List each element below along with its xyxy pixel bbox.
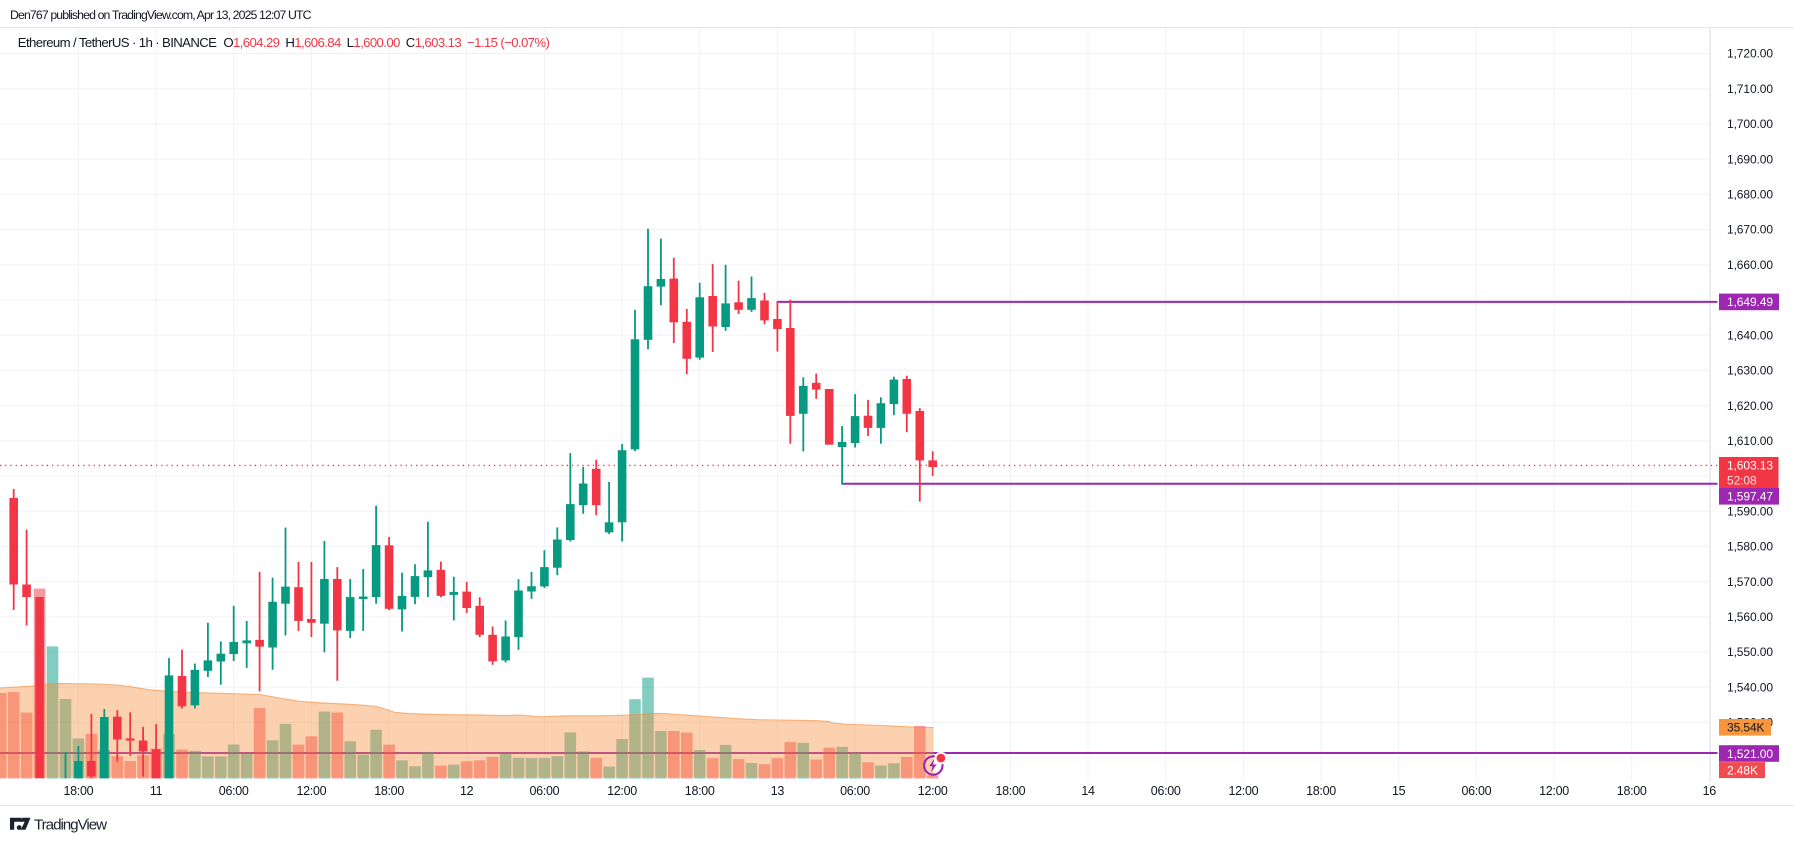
svg-text:1,630.00: 1,630.00 xyxy=(1727,364,1773,378)
svg-text:1,580.00: 1,580.00 xyxy=(1727,540,1773,554)
svg-text:1,680.00: 1,680.00 xyxy=(1727,188,1773,202)
svg-text:06:00: 06:00 xyxy=(219,784,249,798)
svg-text:1,700.00: 1,700.00 xyxy=(1727,117,1773,131)
svg-text:52:08: 52:08 xyxy=(1727,474,1757,488)
svg-text:12:00: 12:00 xyxy=(1539,784,1569,798)
svg-text:2.48K: 2.48K xyxy=(1727,763,1758,777)
svg-text:1,550.00: 1,550.00 xyxy=(1727,645,1773,659)
svg-text:06:00: 06:00 xyxy=(1151,784,1181,798)
svg-text:18:00: 18:00 xyxy=(374,784,404,798)
svg-text:35.54K: 35.54K xyxy=(1727,721,1765,735)
svg-text:12:00: 12:00 xyxy=(918,784,948,798)
svg-text:18:00: 18:00 xyxy=(685,784,715,798)
svg-text:1,603.13: 1,603.13 xyxy=(1727,459,1773,473)
svg-text:1,720.00: 1,720.00 xyxy=(1727,47,1773,61)
svg-text:16: 16 xyxy=(1703,784,1717,798)
svg-text:1,710.00: 1,710.00 xyxy=(1727,82,1773,96)
svg-text:12:00: 12:00 xyxy=(607,784,637,798)
svg-text:06:00: 06:00 xyxy=(1462,784,1492,798)
svg-text:1,690.00: 1,690.00 xyxy=(1727,152,1773,166)
svg-text:13: 13 xyxy=(771,784,785,798)
svg-text:12:00: 12:00 xyxy=(1229,784,1259,798)
svg-text:1,540.00: 1,540.00 xyxy=(1727,680,1773,694)
svg-text:Den767 published on TradingVie: Den767 published on TradingView.com, Apr… xyxy=(10,8,312,22)
svg-text:14: 14 xyxy=(1081,784,1095,798)
svg-text:06:00: 06:00 xyxy=(840,784,870,798)
svg-text:1,620.00: 1,620.00 xyxy=(1727,399,1773,413)
svg-text:1,597.47: 1,597.47 xyxy=(1727,490,1773,504)
svg-text:1,649.49: 1,649.49 xyxy=(1727,295,1773,309)
svg-text:1,570.00: 1,570.00 xyxy=(1727,575,1773,589)
svg-text:12:00: 12:00 xyxy=(297,784,327,798)
svg-text:18:00: 18:00 xyxy=(1617,784,1647,798)
svg-text:12: 12 xyxy=(460,784,474,798)
svg-text:06:00: 06:00 xyxy=(530,784,560,798)
svg-text:1,610.00: 1,610.00 xyxy=(1727,434,1773,448)
svg-text:15: 15 xyxy=(1392,784,1406,798)
svg-text:1,670.00: 1,670.00 xyxy=(1727,223,1773,237)
svg-text:18:00: 18:00 xyxy=(1306,784,1336,798)
svg-text:1,640.00: 1,640.00 xyxy=(1727,328,1773,342)
svg-text:18:00: 18:00 xyxy=(996,784,1026,798)
svg-text:1,560.00: 1,560.00 xyxy=(1727,610,1773,624)
svg-text:18:00: 18:00 xyxy=(64,784,94,798)
svg-text:1,521.00: 1,521.00 xyxy=(1727,747,1773,761)
svg-text:1,660.00: 1,660.00 xyxy=(1727,258,1773,272)
svg-text:TradingView: TradingView xyxy=(34,816,107,833)
svg-text:1,590.00: 1,590.00 xyxy=(1727,504,1773,518)
svg-text:11: 11 xyxy=(150,784,163,798)
